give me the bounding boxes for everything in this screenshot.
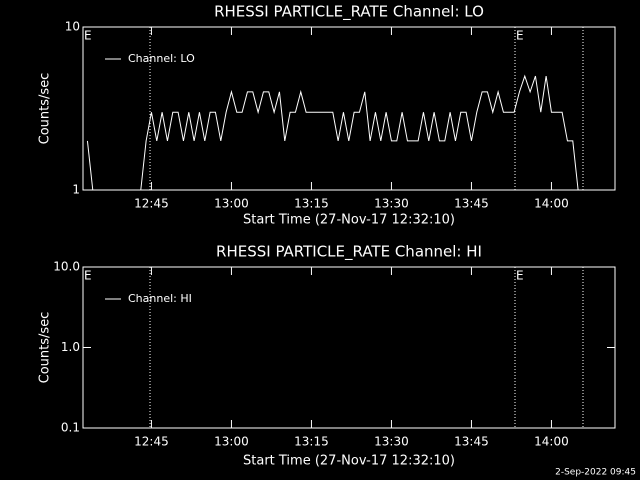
event-flag: E — [516, 269, 524, 283]
x-tick-label: 12:45 — [134, 197, 169, 211]
legend-label: Channel: HI — [128, 292, 192, 305]
x-tick-label: 14:00 — [534, 197, 569, 211]
x-axis-label: Start Time (27-Nov-17 12:32:10) — [243, 213, 455, 228]
chart-title: RHESSI PARTICLE_RATE Channel: LO — [214, 3, 484, 22]
event-flag: E — [84, 269, 92, 283]
y-tick-label: 10.0 — [53, 260, 80, 274]
x-tick-label: 13:00 — [214, 197, 249, 211]
x-tick-label: 13:45 — [454, 435, 489, 449]
x-tick-label: 13:15 — [294, 197, 329, 211]
x-tick-label: 13:45 — [454, 197, 489, 211]
x-axis-label: Start Time (27-Nov-17 12:32:10) — [243, 454, 455, 469]
plot-frame — [82, 26, 616, 191]
legend-label: Channel: LO — [128, 52, 195, 65]
y-tick-label: 10 — [65, 20, 80, 34]
x-tick-label: 12:45 — [134, 435, 169, 449]
x-tick-label: 13:30 — [374, 197, 409, 211]
event-flag: E — [516, 29, 524, 43]
event-flag: E — [84, 29, 92, 43]
x-tick-label: 13:00 — [214, 435, 249, 449]
footer-timestamp: 2-Sep-2022 09:45 — [555, 468, 636, 478]
y-axis-label: Counts/sec — [38, 73, 53, 145]
y-tick-label: 1 — [72, 183, 80, 197]
y-axis-label: Counts/sec — [38, 312, 53, 384]
data-line — [86, 74, 579, 191]
chart-title: RHESSI PARTICLE_RATE Channel: HI — [216, 243, 482, 262]
y-tick-label: 0.1 — [61, 421, 80, 435]
x-tick-label: 13:15 — [294, 435, 329, 449]
x-tick-label: 13:30 — [374, 435, 409, 449]
x-tick-label: 14:00 — [534, 435, 569, 449]
y-tick-label: 1.0 — [61, 340, 80, 354]
